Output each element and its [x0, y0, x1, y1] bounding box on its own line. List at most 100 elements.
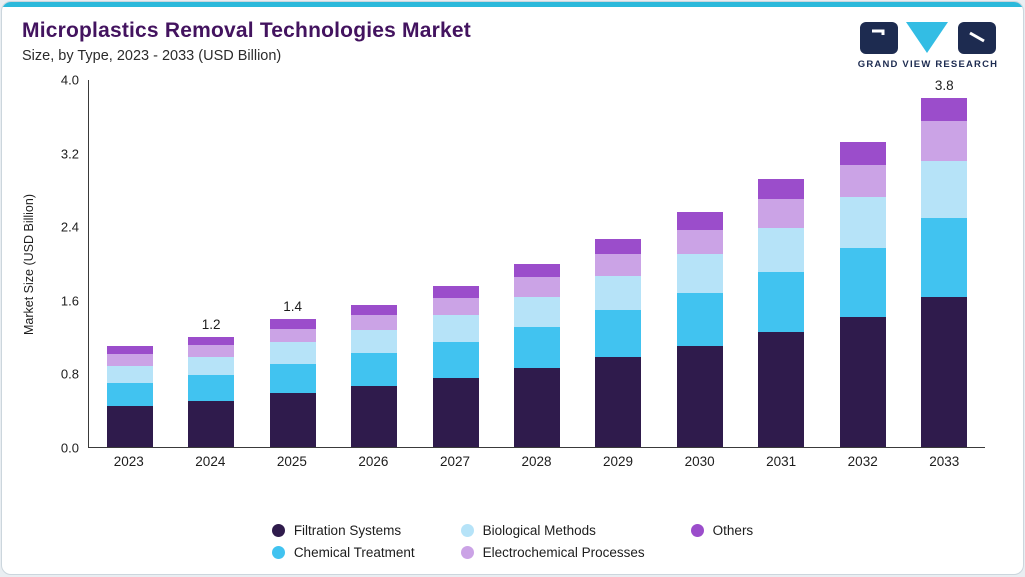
legend-label: Chemical Treatment [293, 545, 415, 560]
x-tick-label: 2026 [358, 454, 389, 469]
stacked-bar-2032 [839, 80, 886, 447]
plot-area: 1.2 1.4 3.8 [88, 78, 985, 448]
bar-segment [188, 336, 235, 346]
stacked-bar-2029 [595, 80, 642, 447]
stacked-bar-2023 [106, 80, 153, 447]
bar-slot [89, 80, 170, 447]
brand-name: GRAND VIEW RESEARCH [857, 59, 999, 70]
stacked-bar-chart: Market Size (USD Billion) 0.0 0.8 1.6 2.4 3.… [22, 73, 1003, 511]
bar-segment [676, 292, 723, 347]
bar-segment [106, 382, 153, 406]
y-axis-ticks: 0.0 0.8 1.6 2.4 3.2 4.0 [44, 73, 88, 456]
bar-segment [269, 392, 316, 447]
bar-segment [513, 296, 560, 327]
stacked-bar-2025: 1.4 [269, 80, 316, 447]
bar-segment [676, 212, 723, 230]
bar-segment [432, 314, 479, 342]
x-tick-label: 2023 [113, 454, 144, 469]
brand-logo-icon [860, 22, 996, 54]
header: Microplastics Removal Technologies Marke… [22, 19, 1003, 70]
bar-segment [595, 310, 642, 358]
y-tick-label: 3.2 [60, 146, 79, 162]
bar-segment [758, 332, 805, 447]
legend-item: Chemical Treatment [271, 545, 415, 560]
legend: Filtration Systems Chemical Treatment Biol… [22, 523, 1003, 560]
bar-segment [269, 328, 316, 343]
y-tick-label: 1.6 [60, 293, 79, 309]
bar-slot [659, 80, 740, 447]
bar-segment [106, 366, 153, 383]
bar-segment [351, 314, 398, 330]
bar-segment [269, 363, 316, 393]
legend-dot-icon [271, 524, 285, 537]
plot-row: 0.0 0.8 1.6 2.4 3.2 4.0 1.2 1.4 3.8 [44, 73, 1003, 456]
bar-segment [188, 357, 235, 376]
x-axis-row: 2023 2024 2025 2026 2027 2028 2029 2030 2031 2032… [44, 454, 1003, 469]
bar-slot [741, 80, 822, 447]
x-tick-label: 2028 [521, 454, 552, 469]
bar-segment [676, 229, 723, 255]
bar-segment [188, 401, 235, 447]
chart-main: 0.0 0.8 1.6 2.4 3.2 4.0 1.2 1.4 3.8 2023 2024 202… [44, 73, 1003, 511]
bar-segment [432, 341, 479, 379]
bar-segment [839, 165, 886, 198]
legend-item: Others [690, 523, 754, 538]
brand-logo: GRAND VIEW RESEARCH [853, 21, 1003, 70]
bar-segment [106, 346, 153, 355]
top-accent-bar [2, 2, 1023, 7]
bar-segment [351, 304, 398, 315]
stacked-bar-2026 [351, 80, 398, 447]
stacked-bar-2024: 1.2 [188, 80, 235, 447]
bar-segment [188, 345, 235, 358]
stacked-bar-2031 [758, 80, 805, 447]
x-tick-label: 2029 [603, 454, 634, 469]
x-tick-label: 2032 [847, 454, 878, 469]
bar-segment [758, 227, 805, 272]
title-block: Microplastics Removal Technologies Marke… [22, 19, 471, 64]
bar-segment [839, 316, 886, 447]
y-tick-label: 0.0 [60, 440, 79, 456]
x-axis-labels: 2023 2024 2025 2026 2027 2028 2029 2030 2031 2032… [88, 454, 985, 469]
bar-segment [921, 98, 968, 122]
x-tick-label: 2024 [195, 454, 226, 469]
bar-segment [269, 342, 316, 364]
bar-segment [432, 378, 479, 447]
bar-segment [758, 199, 805, 228]
bar-segment [432, 286, 479, 299]
bar-segment [839, 197, 886, 248]
bar-segment [839, 247, 886, 317]
bar-slot: 3.8 [904, 78, 985, 447]
bar-segment [106, 354, 153, 367]
legend-label: Others [712, 523, 754, 538]
bar-segment [676, 346, 723, 447]
bar-segment [513, 326, 560, 369]
legend-label: Filtration Systems [293, 523, 402, 538]
bar-slot [496, 80, 577, 447]
bar-segment [839, 142, 886, 166]
x-tick-label: 2025 [276, 454, 307, 469]
bar-segment [758, 271, 805, 333]
bar-slot [333, 80, 414, 447]
bar-slot [415, 80, 496, 447]
bar-slot: 1.2 [170, 80, 251, 447]
card-inner: Microplastics Removal Technologies Marke… [2, 7, 1023, 574]
bar-slot [822, 80, 903, 447]
x-tick-label: 2030 [684, 454, 715, 469]
legend-label: Biological Methods [482, 523, 596, 538]
bar-value-label: 1.2 [201, 316, 221, 332]
legend-dot-icon [460, 524, 474, 537]
bar-segment [351, 386, 398, 447]
bar-segment [595, 238, 642, 255]
bar-segment [921, 121, 968, 161]
legend-dot-icon [460, 546, 474, 559]
bar-segment [513, 263, 560, 278]
y-tick-label: 4.0 [60, 72, 79, 88]
stacked-bar-2033: 3.8 [921, 78, 968, 447]
bar-segment [513, 277, 560, 297]
legend-item: Electrochemical Processes [460, 545, 645, 560]
bar-segment [595, 357, 642, 447]
bar-segment [676, 254, 723, 293]
y-tick-label: 0.8 [60, 366, 79, 382]
bar-segment [595, 276, 642, 311]
